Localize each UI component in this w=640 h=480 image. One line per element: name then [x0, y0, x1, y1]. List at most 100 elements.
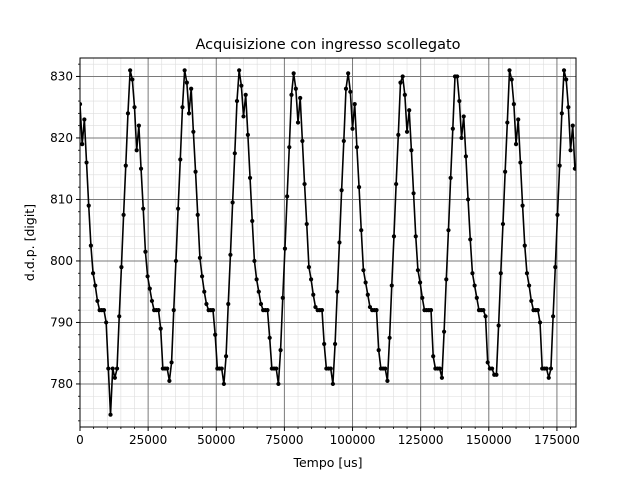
data-point: [404, 129, 410, 134]
data-point: [191, 129, 196, 134]
data-point: [356, 185, 362, 190]
data-point: [128, 68, 133, 73]
data-point: [252, 258, 257, 264]
data-point: [156, 308, 161, 313]
data-point: [409, 148, 414, 153]
data-point: [313, 304, 318, 310]
data-point: [186, 111, 192, 116]
data-point: [182, 68, 187, 73]
data-point: [461, 114, 466, 119]
data-point: [322, 341, 327, 347]
data-point: [396, 132, 401, 137]
data-point: [367, 304, 373, 310]
data-point: [239, 83, 244, 88]
data-point: [95, 298, 100, 304]
data-point: [437, 366, 442, 371]
data-point: [337, 240, 342, 245]
data-point: [572, 166, 576, 171]
data-point: [450, 126, 455, 131]
x-tick-label: 175000: [534, 433, 580, 447]
data-point: [193, 169, 198, 174]
data-point: [428, 308, 434, 313]
data-point: [291, 71, 296, 76]
data-point: [444, 277, 449, 282]
data-point: [241, 114, 246, 119]
data-point: [350, 126, 355, 131]
data-point: [80, 142, 85, 147]
data-point: [132, 105, 137, 110]
data-point: [465, 197, 471, 202]
data-point: [145, 274, 150, 279]
data-point: [455, 74, 460, 79]
data-point: [110, 366, 115, 371]
data-point: [219, 366, 224, 371]
data-point: [442, 329, 447, 334]
data-point: [180, 105, 185, 110]
x-tick-label: 75000: [265, 433, 303, 447]
data-point: [254, 277, 259, 282]
data-point: [511, 102, 516, 107]
data-point: [138, 166, 144, 171]
data-point: [82, 117, 87, 122]
data-point: [500, 221, 506, 227]
data-point: [518, 160, 523, 165]
data-point: [459, 135, 464, 141]
data-point: [247, 175, 253, 181]
data-point: [376, 348, 381, 353]
data-point: [470, 271, 475, 276]
data-point: [339, 188, 344, 193]
data-point: [287, 145, 292, 150]
x-axis-label: Tempo [us]: [292, 455, 362, 470]
x-tick-label: 0: [76, 433, 84, 447]
data-point: [101, 308, 107, 313]
data-point: [309, 277, 314, 282]
data-point: [226, 301, 231, 307]
y-tick-label: 830: [50, 69, 73, 83]
data-point: [343, 86, 349, 91]
data-point: [86, 203, 91, 208]
data-point: [276, 381, 281, 387]
data-point: [400, 74, 405, 79]
data-point: [165, 366, 170, 371]
data-point: [448, 175, 453, 181]
data-point: [171, 308, 176, 313]
data-point: [354, 145, 359, 150]
data-point: [289, 92, 294, 97]
data-point: [304, 221, 309, 227]
data-point: [250, 218, 255, 224]
data-point: [280, 295, 285, 300]
data-point: [352, 102, 357, 107]
data-point: [278, 348, 283, 353]
data-point: [398, 80, 403, 85]
data-point: [420, 295, 425, 300]
data-point: [524, 271, 530, 276]
data-point: [213, 332, 218, 337]
data-point: [285, 194, 290, 199]
data-point: [119, 265, 124, 270]
data-point: [535, 308, 540, 313]
data-point: [374, 308, 379, 313]
data-point: [570, 123, 575, 128]
data-point: [413, 234, 418, 239]
data-point: [298, 95, 303, 101]
data-point: [568, 148, 573, 153]
data-point: [295, 120, 301, 125]
data-point: [117, 314, 122, 319]
x-tick-label: 100000: [330, 433, 376, 447]
data-point: [503, 169, 508, 174]
data-point: [204, 301, 209, 307]
data-point: [189, 86, 194, 91]
data-point: [223, 354, 229, 359]
data-point: [245, 132, 250, 137]
data-point: [328, 366, 333, 371]
data-point: [496, 323, 501, 328]
data-point: [566, 105, 571, 110]
data-point: [498, 271, 503, 276]
data-point: [485, 360, 490, 365]
data-point: [463, 154, 468, 159]
data-point: [293, 86, 298, 91]
data-point: [537, 320, 543, 325]
data-point: [481, 308, 486, 313]
data-point: [553, 265, 558, 270]
